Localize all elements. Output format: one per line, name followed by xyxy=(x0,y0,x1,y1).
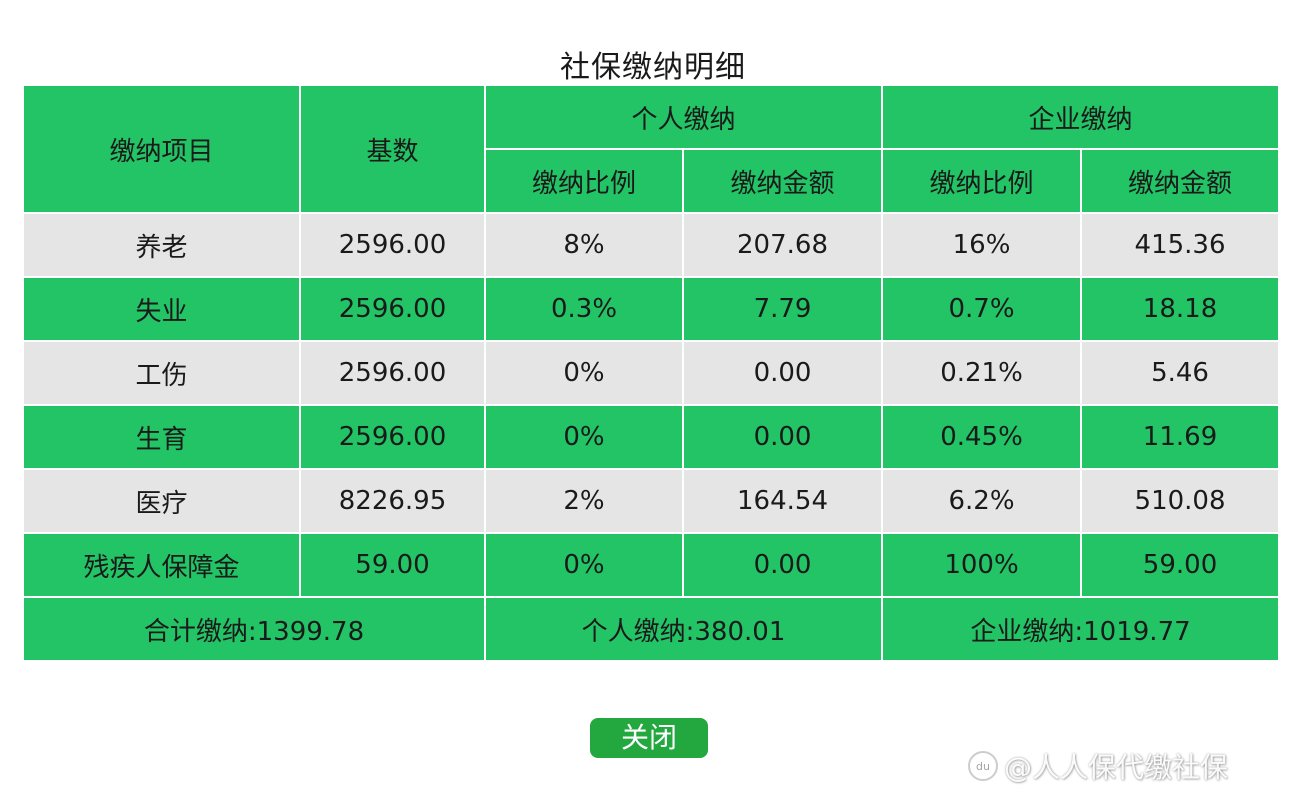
cell-base: 8226.95 xyxy=(299,468,486,534)
header-row-2: 缴纳比例 缴纳金额 缴纳比例 缴纳金额 xyxy=(23,148,1281,214)
table-row: 生育 2596.00 0% 0.00 0.45% 11.69 xyxy=(22,404,1281,470)
cell-personal-amount: 7.79 xyxy=(681,276,884,342)
cell-personal-rate: 0% xyxy=(484,404,684,470)
header-personal-amount: 缴纳金额 xyxy=(681,148,884,214)
page-title: 社保缴纳明细 xyxy=(560,50,746,85)
cell-company-rate: 0.21% xyxy=(881,340,1083,406)
social-security-table: 缴纳项目 基数 个人缴纳 企业缴纳 缴纳比例 缴纳金额 缴纳比例 缴纳金额 养老… xyxy=(22,84,1281,662)
cell-company-rate: 0.45% xyxy=(881,404,1083,470)
personal-total-cell: 个人缴纳:380.01 xyxy=(483,596,884,662)
header-base: 基数 xyxy=(299,84,486,214)
cell-personal-amount: 0.00 xyxy=(681,340,884,406)
header-company: 企业缴纳 xyxy=(881,84,1281,150)
header-company-amount: 缴纳金额 xyxy=(1080,148,1281,214)
cell-item: 生育 xyxy=(22,404,301,470)
cell-company-amount: 59.00 xyxy=(1080,532,1281,598)
table-row: 残疾人保障金 59.00 0% 0.00 100% 59.00 xyxy=(22,532,1281,598)
cell-base: 2596.00 xyxy=(299,212,486,278)
table-row: 养老 2596.00 8% 207.68 16% 415.36 xyxy=(22,212,1281,278)
cell-company-amount: 11.69 xyxy=(1080,404,1281,470)
table-row: 医疗 8226.95 2% 164.54 6.2% 510.08 xyxy=(22,468,1281,534)
cell-item: 医疗 xyxy=(22,468,301,534)
cell-company-amount: 510.08 xyxy=(1080,468,1281,534)
cell-item: 工伤 xyxy=(22,340,301,406)
table-row: 工伤 2596.00 0% 0.00 0.21% 5.46 xyxy=(22,340,1281,406)
cell-personal-rate: 0% xyxy=(484,340,684,406)
cell-company-amount: 18.18 xyxy=(1080,276,1281,342)
company-total-cell: 企业缴纳:1019.77 xyxy=(881,596,1281,662)
cell-personal-rate: 0.3% xyxy=(484,276,684,342)
close-button[interactable]: 关闭 xyxy=(590,718,708,758)
header-item: 缴纳项目 xyxy=(22,84,301,214)
cell-base: 2596.00 xyxy=(299,404,486,470)
watermark-text: @人人保代缴社保 xyxy=(1004,751,1229,784)
cell-item: 养老 xyxy=(22,212,301,278)
header-personal-rate: 缴纳比例 xyxy=(484,148,684,214)
watermark: du @人人保代缴社保 xyxy=(968,744,1228,788)
table-row: 失业 2596.00 0.3% 7.79 0.7% 18.18 xyxy=(22,276,1281,342)
cell-company-amount: 5.46 xyxy=(1080,340,1281,406)
cell-personal-rate: 2% xyxy=(484,468,684,534)
header-row-1: 缴纳项目 基数 个人缴纳 企业缴纳 xyxy=(22,84,1281,214)
header-personal: 个人缴纳 xyxy=(483,84,884,150)
watermark-logo-icon: du xyxy=(968,751,998,781)
cell-item: 失业 xyxy=(22,276,301,342)
cell-personal-amount: 207.68 xyxy=(681,212,884,278)
cell-item: 残疾人保障金 xyxy=(22,532,301,598)
total-cell: 合计缴纳:1399.78 xyxy=(22,596,486,662)
cell-company-amount: 415.36 xyxy=(1080,212,1281,278)
cell-personal-amount: 0.00 xyxy=(681,404,884,470)
totals-row: 合计缴纳:1399.78 个人缴纳:380.01 企业缴纳:1019.77 xyxy=(22,596,1281,662)
cell-personal-amount: 164.54 xyxy=(681,468,884,534)
cell-company-rate: 100% xyxy=(881,532,1083,598)
cell-base: 59.00 xyxy=(299,532,486,598)
cell-company-rate: 6.2% xyxy=(881,468,1083,534)
cell-base: 2596.00 xyxy=(299,276,486,342)
cell-company-rate: 16% xyxy=(881,212,1083,278)
cell-personal-rate: 8% xyxy=(484,212,684,278)
cell-company-rate: 0.7% xyxy=(881,276,1083,342)
table-container: 缴纳项目 基数 个人缴纳 企业缴纳 缴纳比例 缴纳金额 缴纳比例 缴纳金额 养老… xyxy=(22,84,1281,662)
cell-personal-amount: 0.00 xyxy=(681,532,884,598)
cell-personal-rate: 0% xyxy=(484,532,684,598)
cell-base: 2596.00 xyxy=(299,340,486,406)
header-company-rate: 缴纳比例 xyxy=(881,148,1083,214)
